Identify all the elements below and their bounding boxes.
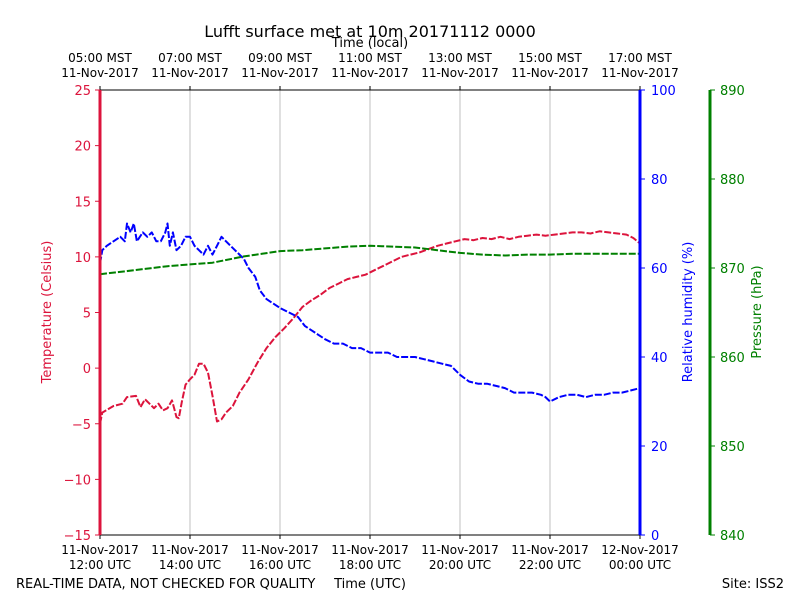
quality-disclaimer: REAL-TIME DATA, NOT CHECKED FOR QUALITY: [16, 577, 315, 592]
pressure-tick-label: 880: [720, 173, 745, 188]
temperature-tick-label: 15: [74, 195, 91, 210]
humidity-tick-label: 100: [651, 84, 676, 99]
temperature-tick-label: 10: [74, 251, 91, 266]
top-tick-label: 11-Nov-2017: [151, 66, 229, 80]
temperature-tick-label: 0: [83, 362, 91, 377]
top-axis-label: Time (local): [331, 36, 408, 51]
temperature-axis-label: Temperature (Celsius): [40, 241, 55, 385]
pressure-tick-label: 840: [720, 529, 745, 544]
top-tick-label: 13:00 MST: [428, 51, 492, 65]
x-tick-label: 00:00 UTC: [609, 558, 671, 572]
x-tick-label: 11-Nov-2017: [331, 543, 409, 557]
x-tick-label: 18:00 UTC: [339, 558, 401, 572]
pressure-tick-label: 870: [720, 262, 745, 277]
x-tick-label: 12-Nov-2017: [601, 543, 679, 557]
temperature-tick-label: −15: [64, 529, 91, 544]
site-label: Site: ISS2: [722, 577, 784, 592]
temperature-tick-label: −10: [64, 473, 91, 488]
top-tick-label: 11-Nov-2017: [61, 66, 139, 80]
humidity-tick-label: 60: [651, 262, 668, 277]
chart-title: Lufft surface met at 10m 20171112 0000: [204, 22, 536, 41]
temperature-tick-label: −5: [72, 418, 91, 433]
humidity-tick-label: 80: [651, 173, 668, 188]
temperature-series-line: [99, 230, 641, 425]
top-tick-label: 11-Nov-2017: [511, 66, 589, 80]
x-tick-label: 22:00 UTC: [519, 558, 581, 572]
top-tick-label: 11-Nov-2017: [241, 66, 319, 80]
top-tick-label: 15:00 MST: [518, 51, 582, 65]
humidity-tick-label: 40: [651, 351, 668, 366]
x-tick-label: 11-Nov-2017: [61, 543, 139, 557]
top-tick-label: 17:00 MST: [608, 51, 672, 65]
temperature-tick-label: 25: [74, 84, 91, 99]
humidity-tick-label: 20: [651, 440, 668, 455]
x-tick-label: 16:00 UTC: [249, 558, 311, 572]
top-tick-label: 11:00 MST: [338, 51, 402, 65]
x-axis-label: Time (UTC): [333, 577, 406, 592]
data-series: [99, 222, 641, 425]
x-tick-label: 11-Nov-2017: [151, 543, 229, 557]
x-tick-label: 14:00 UTC: [159, 558, 221, 572]
x-tick-label: 11-Nov-2017: [421, 543, 499, 557]
grid-lines: [189, 90, 551, 535]
top-tick-label: 07:00 MST: [158, 51, 222, 65]
pressure-axis-label: Pressure (hPa): [750, 265, 765, 358]
humidity-tick-label: 0: [651, 529, 659, 544]
x-tick-label: 11-Nov-2017: [241, 543, 319, 557]
pressure-tick-label: 850: [720, 440, 745, 455]
top-tick-label: 09:00 MST: [248, 51, 312, 65]
pressure-tick-label: 860: [720, 351, 745, 366]
x-tick-label: 12:00 UTC: [69, 558, 131, 572]
pressure-tick-label: 890: [720, 84, 745, 99]
humidity-axis-label: Relative humidity (%): [681, 242, 696, 383]
x-tick-label: 20:00 UTC: [429, 558, 491, 572]
top-tick-label: 11-Nov-2017: [601, 66, 679, 80]
top-tick-label: 11-Nov-2017: [421, 66, 499, 80]
top-tick-label: 11-Nov-2017: [331, 66, 409, 80]
temperature-tick-label: 5: [83, 307, 91, 322]
x-tick-label: 11-Nov-2017: [511, 543, 589, 557]
top-tick-label: 05:00 MST: [68, 51, 132, 65]
humidity-series-line: [99, 222, 641, 403]
temperature-tick-label: 20: [74, 140, 91, 155]
pressure-series-line: [99, 244, 640, 276]
